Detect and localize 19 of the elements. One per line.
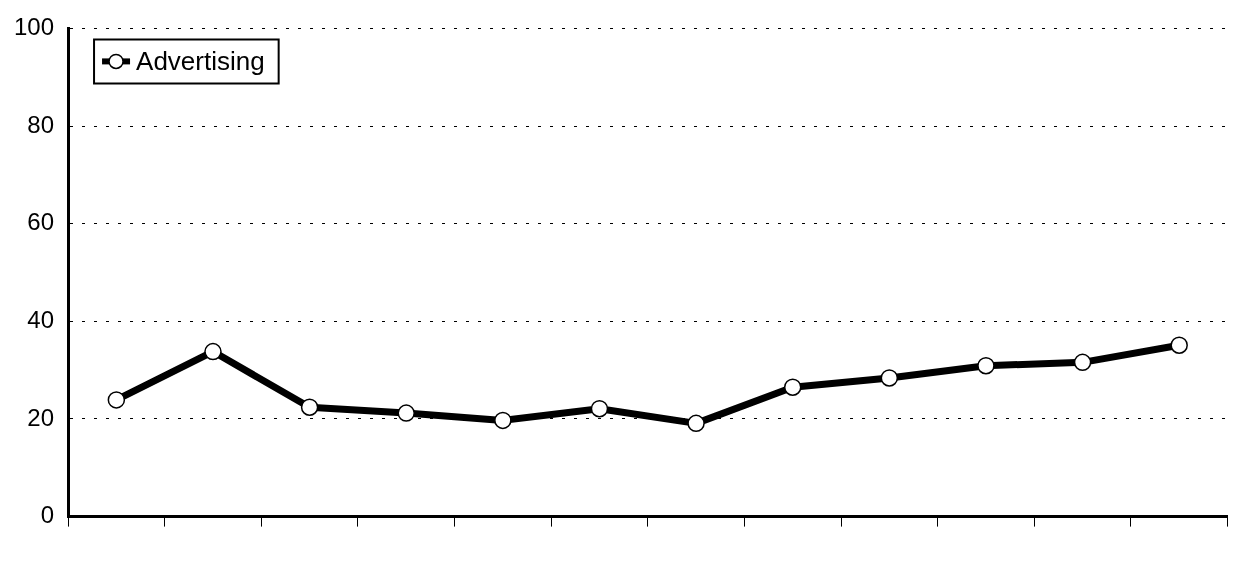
point: [880, 369, 899, 387]
y-tick-label: 0: [40, 501, 55, 529]
y-tick-label: 40: [27, 305, 55, 333]
point: [300, 398, 319, 416]
y-tick-label: 80: [27, 110, 55, 138]
point: [687, 414, 705, 433]
point: [1170, 336, 1188, 354]
point: [494, 411, 512, 430]
point: [977, 357, 995, 375]
y-tick-label: 60: [27, 208, 55, 236]
y-tick-label: 20: [27, 403, 55, 431]
legend-label: Advertising: [136, 45, 265, 76]
point: [1073, 353, 1092, 372]
y-tick-label: 100: [14, 13, 55, 41]
point: [783, 378, 802, 396]
point: [107, 391, 126, 409]
point: [590, 399, 609, 418]
point: [397, 404, 415, 422]
point: [204, 342, 222, 361]
